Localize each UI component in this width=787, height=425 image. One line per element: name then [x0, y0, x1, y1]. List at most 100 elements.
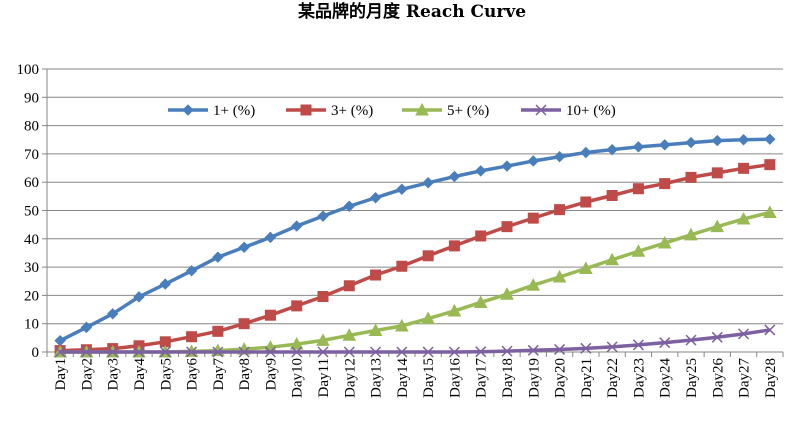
- data-point-x: [291, 346, 303, 358]
- x-tick-label: Day17: [474, 358, 490, 398]
- data-point-diamond: [606, 143, 618, 156]
- data-point-x: [711, 331, 723, 343]
- data-point-x: [317, 346, 329, 358]
- data-point-diamond: [685, 136, 697, 149]
- data-point-diamond: [553, 151, 566, 163]
- data-point-diamond: [764, 133, 776, 145]
- x-axis-ticks: Day1 Day2 Day3 Day4 Day5 Day6 Day7 Day8 Day9 Day1…: [53, 358, 779, 398]
- gridlines: [47, 68, 783, 353]
- data-point-diamond: [632, 141, 645, 153]
- data-point-x: [396, 346, 408, 358]
- data-point-square: [300, 104, 312, 116]
- x-tick-label: Day14: [395, 358, 411, 398]
- data-point-square: [343, 280, 355, 292]
- x-tick-label: Day2: [79, 358, 95, 391]
- x-tick-label: Day19: [526, 358, 542, 398]
- data-point-diamond: [159, 278, 171, 290]
- data-point-diamond: [343, 200, 355, 212]
- data-point-square: [291, 300, 303, 312]
- legend: 1+ (%) 3+ (%) 5+ (%) 10+ (%): [168, 102, 616, 119]
- data-point-triangle: [342, 328, 357, 341]
- data-point-square: [186, 331, 198, 343]
- y-tick-label: 20: [24, 288, 39, 304]
- x-tick-label: Day5: [158, 358, 174, 391]
- legend-item-2: 3+ (%): [286, 103, 373, 119]
- data-point-triangle: [631, 244, 646, 257]
- y-tick-label: 100: [17, 62, 40, 78]
- legend-label: 3+ (%): [331, 103, 373, 119]
- data-point-x: [448, 346, 460, 358]
- x-tick-label: Day1: [53, 358, 69, 391]
- data-point-square: [396, 260, 408, 272]
- x-tick-label: Day12: [342, 358, 358, 398]
- data-point-diamond: [317, 210, 329, 222]
- data-point-triangle: [395, 318, 409, 332]
- x-tick-label: Day16: [447, 358, 463, 398]
- data-point-square: [606, 190, 618, 202]
- x-tick-label: Day8: [237, 358, 253, 391]
- data-point-x: [659, 337, 671, 349]
- data-point-square: [554, 204, 566, 216]
- legend-label: 10+ (%): [566, 103, 616, 119]
- data-point-x: [475, 346, 487, 358]
- y-axis-ticks: 0 10 20 30 40 50 60 70 80 90 100: [17, 62, 40, 361]
- series-line: [59, 137, 770, 343]
- data-point-x: [535, 104, 547, 116]
- data-point-square: [212, 325, 224, 337]
- data-point-diamond: [580, 146, 592, 159]
- data-point-square: [764, 159, 776, 171]
- y-tick-label: 0: [32, 345, 40, 361]
- data-point-x: [107, 346, 119, 358]
- data-point-diamond: [475, 165, 487, 177]
- series-4: [54, 324, 776, 358]
- data-point-triangle: [736, 211, 751, 225]
- x-tick-label: Day10: [290, 358, 306, 398]
- data-point-diamond: [291, 220, 303, 232]
- x-tick-label: Day27: [737, 358, 753, 398]
- data-point-x: [501, 345, 513, 357]
- y-tick-label: 10: [24, 317, 39, 333]
- data-point-triangle: [684, 227, 698, 241]
- y-tick-label: 40: [24, 232, 39, 248]
- data-point-square: [501, 221, 513, 233]
- y-tick-label: 80: [24, 119, 39, 135]
- data-point-x: [370, 346, 382, 358]
- data-point-triangle: [526, 278, 541, 291]
- data-point-triangle: [579, 261, 593, 275]
- data-point-square: [264, 309, 276, 321]
- data-point-square: [685, 171, 697, 183]
- data-point-x: [186, 346, 198, 358]
- series-line: [60, 162, 771, 353]
- data-point-triangle: [552, 269, 567, 283]
- data-point-diamond: [527, 155, 539, 167]
- data-point-diamond: [264, 231, 277, 244]
- data-point-triangle: [421, 311, 435, 325]
- data-point-square: [527, 212, 539, 224]
- data-point-x: [133, 346, 145, 358]
- x-tick-label: Day23: [631, 358, 647, 398]
- data-point-square: [238, 318, 250, 330]
- data-point-triangle: [289, 337, 304, 350]
- data-point-diamond: [107, 308, 119, 320]
- series-line: [60, 328, 771, 354]
- data-point-x: [238, 346, 250, 358]
- axes: [42, 68, 784, 357]
- series-lines: [53, 133, 777, 358]
- data-point-x: [632, 339, 644, 351]
- data-point-x: [54, 346, 66, 358]
- x-tick-label: Day20: [553, 358, 569, 398]
- y-tick-label: 30: [24, 260, 39, 276]
- data-point-x: [580, 342, 592, 354]
- data-point-triangle: [316, 333, 330, 346]
- data-point-diamond: [448, 170, 461, 183]
- data-point-triangle: [657, 236, 672, 249]
- x-tick-label: Day3: [106, 358, 122, 391]
- data-point-square: [317, 291, 329, 303]
- data-point-x: [212, 346, 224, 358]
- legend-item-3: 5+ (%): [402, 102, 489, 119]
- data-point-triangle: [447, 303, 462, 317]
- data-point-triangle: [368, 323, 383, 336]
- data-point-x: [527, 344, 539, 356]
- x-tick-label: Day7: [211, 358, 227, 391]
- data-point-square: [422, 250, 434, 262]
